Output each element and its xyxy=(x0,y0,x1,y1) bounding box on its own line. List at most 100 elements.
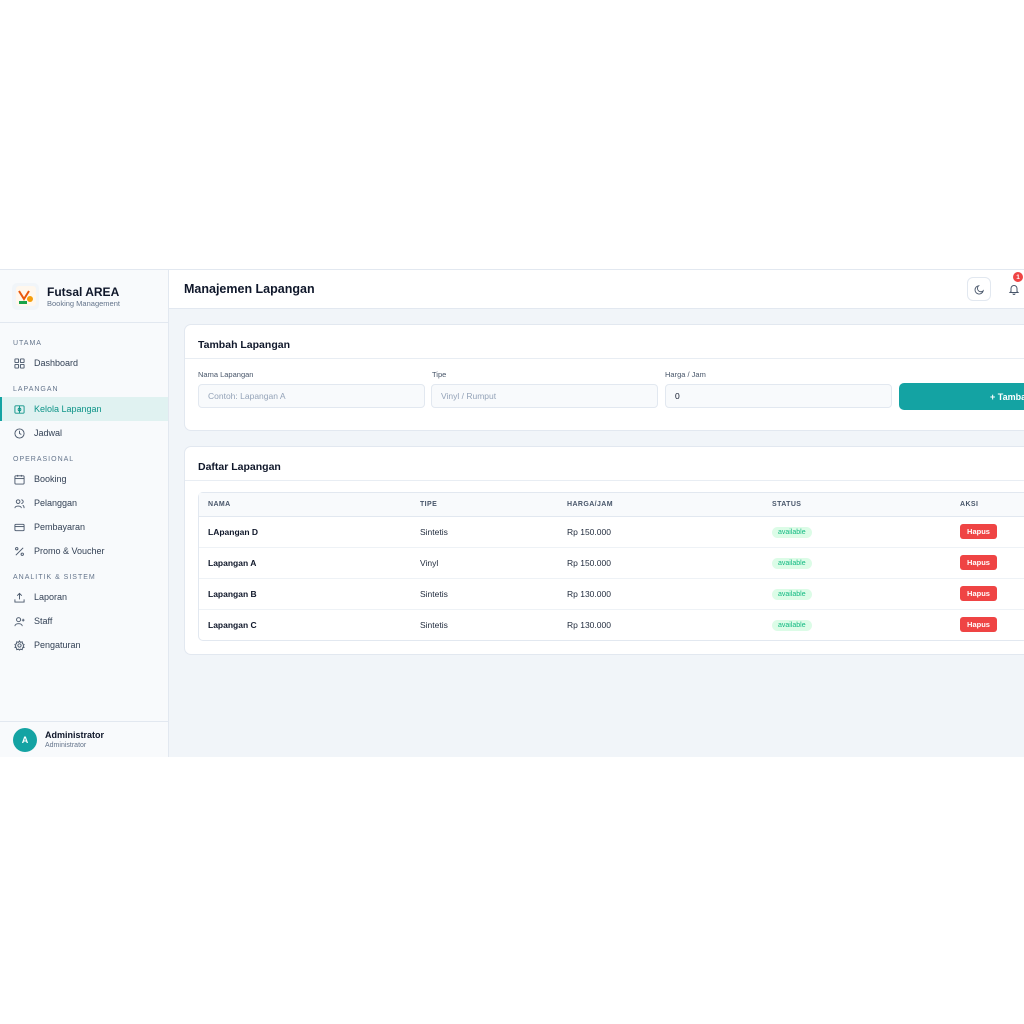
field-name-input[interactable] xyxy=(198,384,425,408)
sidebar-item-pelanggan[interactable]: Pelanggan xyxy=(0,491,168,515)
user-plus-icon xyxy=(14,616,25,626)
name-label: Nama Lapangan xyxy=(198,370,254,379)
table-row: Lapangan B Sintetis Rp 130.000 available… xyxy=(199,578,1024,610)
field-price-cell: Rp 130.000 xyxy=(567,619,611,630)
theme-toggle-button[interactable] xyxy=(967,277,991,301)
notification-badge: 1 xyxy=(1013,272,1023,282)
field-status-cell: available xyxy=(763,516,951,548)
field-name-cell: Lapangan A xyxy=(199,547,411,579)
header: Manajemen Lapangan 1 xyxy=(169,270,1024,309)
sidebar-item-pengaturan[interactable]: Pengaturan xyxy=(0,633,168,657)
status-badge: available xyxy=(772,588,812,600)
column-header: TIPE xyxy=(411,493,558,517)
users-icon xyxy=(14,498,25,508)
section-label-utama: UTAMA xyxy=(13,340,42,347)
table-row: Lapangan C Sintetis Rp 130.000 available… xyxy=(199,609,1024,640)
calendar-icon xyxy=(14,474,25,485)
field-status-cell: available xyxy=(763,609,951,640)
add-field-form: Nama Lapangan Tipe Harga / Jam + Tambah xyxy=(185,359,1024,429)
sidebar-item-label: Pelanggan xyxy=(34,498,78,508)
column-header: NAMA xyxy=(199,493,411,517)
delete-button[interactable]: Hapus xyxy=(960,524,997,539)
upload-icon xyxy=(14,592,25,603)
field-icon xyxy=(14,404,25,414)
field-name-cell: LApangan D xyxy=(199,516,411,548)
sidebar-item-pembayaran[interactable]: Pembayaran xyxy=(0,515,168,539)
credit-card-icon xyxy=(14,523,25,531)
table-row: LApangan D Sintetis Rp 150.000 available… xyxy=(199,516,1024,548)
table-row: Lapangan A Vinyl Rp 150.000 available Ha… xyxy=(199,547,1024,579)
field-type-cell: Sintetis xyxy=(411,516,558,548)
clock-icon xyxy=(14,427,25,439)
sidebar-item-label: Booking xyxy=(34,474,67,484)
field-status-cell: available xyxy=(763,578,951,610)
avatar: A xyxy=(13,727,37,752)
sidebar-item-label: Laporan xyxy=(34,592,68,602)
column-header: HARGA/JAM xyxy=(558,493,763,517)
field-type-input[interactable] xyxy=(431,384,658,408)
delete-button[interactable]: Hapus xyxy=(960,586,997,601)
sidebar-item-promo-voucher[interactable]: Promo & Voucher xyxy=(0,539,168,563)
sidebar-nav: UTAMA Dashboard LAPANGAN Kelola Lapangan… xyxy=(0,323,168,657)
section-label-operasional: OPERASIONAL xyxy=(13,456,75,463)
section-label-lapangan: LAPANGAN xyxy=(13,386,59,393)
sidebar-item-label: Staff xyxy=(34,616,53,626)
sidebar-item-jadwal[interactable]: Jadwal xyxy=(0,421,168,445)
sidebar-item-label: Promo & Voucher xyxy=(34,546,105,556)
status-badge: available xyxy=(772,619,812,631)
add-field-card: Tambah Lapangan Nama Lapangan Tipe Harga… xyxy=(184,324,1024,431)
field-action-cell: Hapus xyxy=(951,609,1024,640)
brand: Futsal AREA Booking Management xyxy=(0,270,168,323)
field-name-cell: Lapangan B xyxy=(199,578,411,610)
app-window: Futsal AREA Booking Management UTAMA Das… xyxy=(0,269,1024,757)
gear-icon xyxy=(14,639,25,651)
status-badge: available xyxy=(772,526,812,538)
brand-title: Futsal AREA xyxy=(47,284,120,299)
column-header: STATUS xyxy=(763,493,951,517)
field-type-cell: Sintetis xyxy=(420,619,448,630)
sidebar-item-kelola-lapangan[interactable]: Kelola Lapangan xyxy=(0,397,168,421)
field-price-cell: Rp 130.000 xyxy=(558,578,763,610)
column-header: AKSI xyxy=(951,493,1024,517)
sidebar-item-booking[interactable]: Booking xyxy=(0,467,168,491)
percent-icon xyxy=(15,546,24,556)
sidebar-item-label: Dashboard xyxy=(34,358,79,368)
sidebar-item-staff[interactable]: Staff xyxy=(0,609,168,633)
user-profile[interactable]: A Administrator Administrator xyxy=(0,721,168,757)
sidebar-item-label: Kelola Lapangan xyxy=(34,404,102,414)
field-action-cell: Hapus xyxy=(951,516,1024,548)
notification-button[interactable] xyxy=(1002,277,1024,301)
field-type-cell: Vinyl xyxy=(411,547,558,579)
sidebar-item-label: Pembayaran xyxy=(34,522,86,532)
field-type-cell: Sintetis xyxy=(411,578,558,610)
type-label: Tipe xyxy=(432,370,447,379)
price-label: Harga / Jam xyxy=(665,370,706,379)
field-list-card: Daftar Lapangan NAMA TIPE HARGA/JAM STAT… xyxy=(184,446,1024,655)
delete-button[interactable]: Hapus xyxy=(960,617,997,633)
sidebar-item-laporan[interactable]: Laporan xyxy=(0,585,168,609)
field-action-cell: Hapus xyxy=(951,578,1024,610)
add-field-button[interactable]: + Tambah xyxy=(899,383,1024,410)
user-name: Administrator xyxy=(45,729,105,740)
section-label-analitik: ANALITIK & SISTEM xyxy=(13,574,96,581)
field-status-cell: available xyxy=(763,547,951,579)
page-title: Manajemen Lapangan xyxy=(184,282,315,296)
logo-icon xyxy=(12,282,39,310)
table-header-row: NAMA TIPE HARGA/JAM STATUS AKSI xyxy=(199,493,1024,517)
field-action-cell: Hapus xyxy=(951,547,1024,579)
delete-button[interactable]: Hapus xyxy=(960,555,997,570)
bell-icon xyxy=(1008,285,1020,295)
add-field-title: Tambah Lapangan xyxy=(185,325,1024,359)
sidebar-item-label: Jadwal xyxy=(34,428,63,438)
user-role: Administrator xyxy=(45,741,87,749)
sidebar-item-label: Pengaturan xyxy=(34,640,81,650)
moon-icon xyxy=(974,284,984,294)
price-input[interactable] xyxy=(665,384,892,408)
main-content: Manajemen Lapangan 1 Tambah Lapangan Nam… xyxy=(169,270,1024,757)
field-list-title: Daftar Lapangan xyxy=(185,447,1024,481)
sidebar-item-dashboard[interactable]: Dashboard xyxy=(0,351,168,375)
field-table: NAMA TIPE HARGA/JAM STATUS AKSI LApangan… xyxy=(198,492,1024,641)
brand-subtitle: Booking Management xyxy=(47,298,120,308)
grid-icon xyxy=(14,357,25,369)
status-badge: available xyxy=(772,557,812,569)
